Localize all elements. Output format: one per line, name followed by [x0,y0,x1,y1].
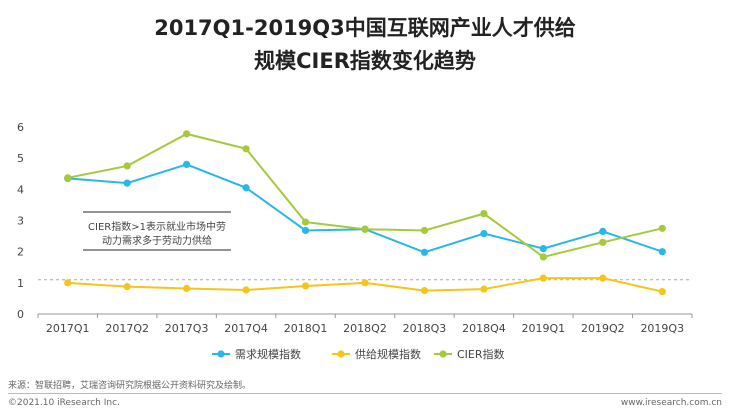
website: www.iresearch.com.cn [620,398,722,408]
copyright: ©2021.10 iResearch Inc. [8,398,120,408]
chart-axes: 0 1 2 3 4 5 6 2017Q1 2017Q2 2017Q3 2017Q4 2018Q1 201… [17,121,693,335]
data-point [420,226,429,235]
data-point [123,179,131,187]
data-point [242,286,250,294]
footer-divider [8,393,722,394]
data-point [64,279,72,287]
legend-label: 供给规模指数 [355,347,421,361]
data-point [123,162,131,170]
data-point [599,227,607,236]
chart-title-line1: 2017Q1-2019Q3中国互联网产业人才供给 [154,16,576,40]
data-point [361,279,369,287]
data-point [301,226,310,235]
x-tick-label: 2017Q2 [105,322,149,335]
y-tick-label: 3 [17,215,24,228]
chart-annotation: CIER指数>1表示就业市场中劳 动力需求多于劳动力供给 [83,211,231,251]
source-note: 来源：智联招聘，艾瑞咨询研究院根据公开资料研究及绘制。 [8,381,252,391]
legend-marker [439,350,447,358]
annotation-line1: CIER指数>1表示就业市场中劳 [88,220,226,233]
data-point [420,287,429,295]
y-tick-label: 5 [17,152,24,165]
x-tick-label: 2017Q3 [165,322,209,335]
data-point [480,210,488,218]
x-tick-label: 2017Q4 [224,322,268,335]
x-tick-label: 2018Q3 [403,322,447,335]
data-point [539,244,547,253]
data-point [242,184,250,192]
chart-legend: 需求规模指数 供给规模指数 CIER指数 [212,347,505,361]
y-tick-label: 1 [17,277,24,290]
y-tick-label: 6 [17,121,24,134]
data-point [480,285,488,293]
data-point [183,160,191,168]
data-point [599,238,607,246]
data-point [361,225,369,233]
legend-label: CIER指数 [457,347,505,361]
x-tick-label: 2019Q2 [581,322,625,335]
data-point [242,145,250,153]
data-point [183,284,191,293]
data-point [301,218,310,226]
data-point [480,229,488,238]
y-tick-label: 4 [17,183,24,196]
data-point [539,274,547,282]
x-tick-label: 2018Q2 [343,322,387,335]
data-point [539,253,547,261]
annotation-line2: 动力需求多于劳动力供给 [102,234,212,247]
x-tick-label: 2018Q1 [284,322,328,335]
data-point [420,248,429,256]
data-point [64,174,72,182]
y-tick-label: 2 [17,246,24,259]
legend-marker [217,350,225,358]
series-layer [64,130,666,296]
data-point [301,282,310,290]
data-point [123,282,131,291]
legend-marker [337,350,345,358]
data-point [658,287,666,296]
legend-label: 需求规模指数 [235,347,301,361]
x-tick-label: 2019Q3 [640,322,684,335]
chart-title-line2: 规模CIER指数变化趋势 [254,49,476,73]
data-point [599,274,607,282]
data-point [658,224,666,232]
data-point [658,248,666,256]
x-tick-label: 2018Q4 [462,322,506,335]
data-point [183,130,191,138]
x-tick-label: 2017Q1 [46,322,90,335]
y-tick-label: 0 [17,308,24,321]
x-tick-label: 2019Q1 [522,322,566,335]
